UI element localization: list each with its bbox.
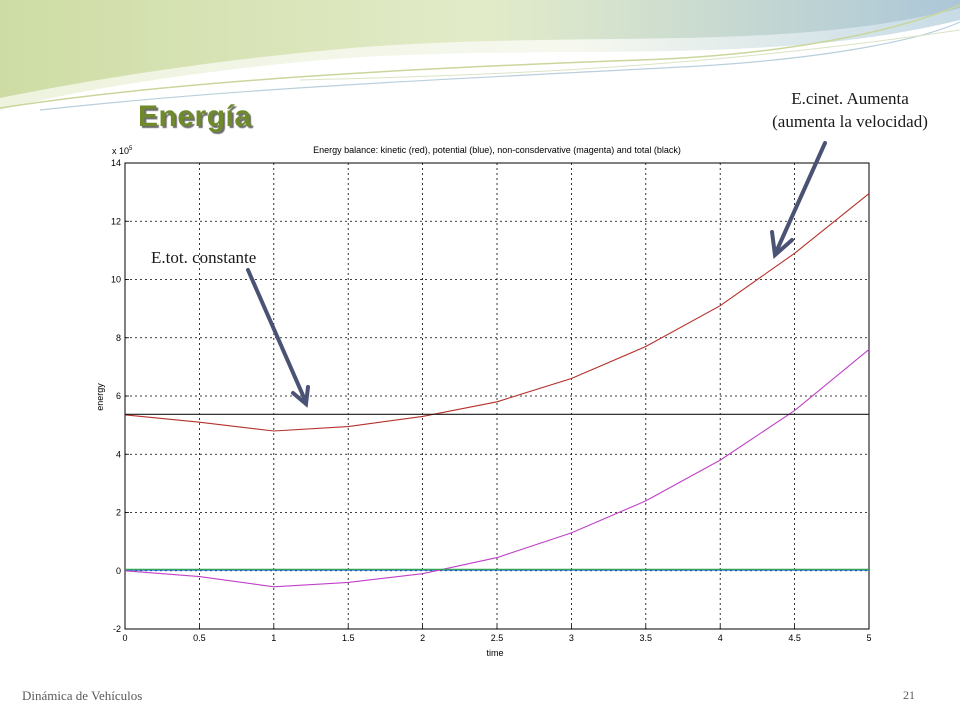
series-kinetic (124, 193, 870, 432)
x-axis-label: time (486, 648, 504, 658)
y-tick-label: 10 (111, 275, 121, 285)
slide-title: Energía (138, 100, 252, 133)
y-tick-label: 14 (111, 158, 121, 168)
x-tick-label: 3 (569, 633, 574, 643)
x-tick-label: 0.5 (193, 633, 206, 643)
x-tick-label: 3.5 (640, 633, 653, 643)
series-non-consdervative (124, 348, 870, 588)
total-annotation: E.tot. constante (151, 248, 257, 267)
y-tick-label: 12 (111, 216, 121, 226)
y-tick-label: 0 (116, 566, 121, 576)
series-lines (124, 193, 870, 588)
x-tick-label: 5 (866, 633, 871, 643)
footer-page-number: 21 (903, 688, 915, 702)
y-tick-label: 6 (116, 391, 121, 401)
y-tick-label: 2 (116, 508, 121, 518)
x-tick-label: 2 (420, 633, 425, 643)
y-multiplier: x 105 (112, 146, 132, 156)
kinetic-annotation: E.cinet. Aumenta (aumenta la velocidad) (740, 87, 960, 133)
y-multiplier-base: x 10 (112, 146, 130, 156)
header-swoosh-decoration (0, 0, 960, 111)
x-tick-label: 1 (271, 633, 276, 643)
x-tick-label: 4.5 (788, 633, 801, 643)
y-tick-label: 4 (116, 449, 121, 459)
y-multiplier-exp: 5 (129, 146, 133, 152)
footer-course-name: Dinámica de Vehículos (22, 688, 143, 703)
x-tick-label: 2.5 (491, 633, 504, 643)
y-tick-label: -2 (113, 624, 121, 634)
kinetic-annotation-line2: (aumenta la velocidad) (772, 112, 928, 131)
y-tick-label: 8 (116, 333, 121, 343)
chart-title: Energy balance: kinetic (red), potential… (313, 145, 681, 155)
kinetic-annotation-line1: E.cinet. Aumenta (791, 89, 909, 108)
x-tick-label: 1.5 (342, 633, 355, 643)
x-tick-label: 4 (718, 633, 723, 643)
y-axis-label: energy (95, 383, 105, 411)
x-tick-label: 0 (122, 633, 127, 643)
